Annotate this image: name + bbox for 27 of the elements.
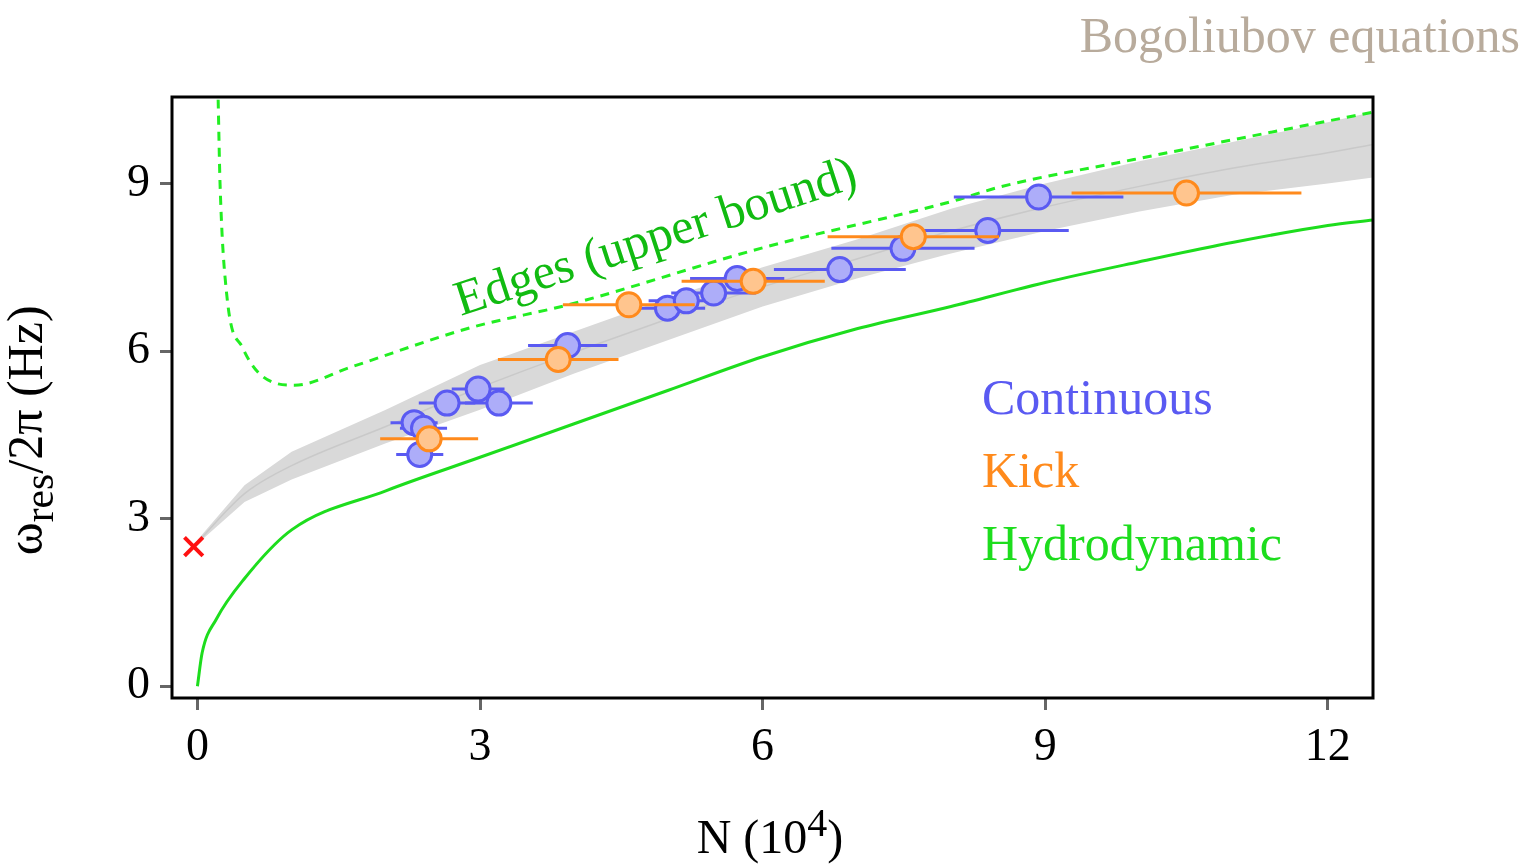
text: Continuous — [982, 369, 1213, 425]
text: Edges (upper bound) — [446, 143, 864, 327]
point — [615, 291, 643, 319]
point — [544, 346, 572, 374]
point — [1025, 183, 1053, 211]
text: Hydrodynamic — [982, 515, 1282, 571]
y-tick-label: 3 — [127, 489, 150, 541]
text: Kick — [982, 442, 1080, 498]
point — [826, 256, 854, 284]
point — [182, 535, 205, 558]
x-tick-label: 0 — [185, 718, 209, 770]
chart-title: Bogoliubov equations — [1079, 7, 1520, 63]
point — [433, 389, 461, 417]
y-tick-label: 6 — [127, 322, 150, 374]
x-tick-label: 12 — [1304, 718, 1351, 770]
x-tick-label: 9 — [1033, 718, 1057, 770]
x-axis-title: N (10$^{4}$) — [695, 800, 845, 865]
point — [1172, 179, 1200, 207]
y-tick-label: 9 — [127, 154, 150, 206]
point — [899, 223, 927, 251]
point — [464, 375, 492, 403]
x-tick-label: 3 — [468, 718, 492, 770]
x-tick-label: 6 — [751, 718, 775, 770]
point — [739, 267, 767, 295]
point — [485, 389, 513, 417]
y-tick-label: 0 — [127, 657, 150, 709]
point — [415, 425, 443, 453]
